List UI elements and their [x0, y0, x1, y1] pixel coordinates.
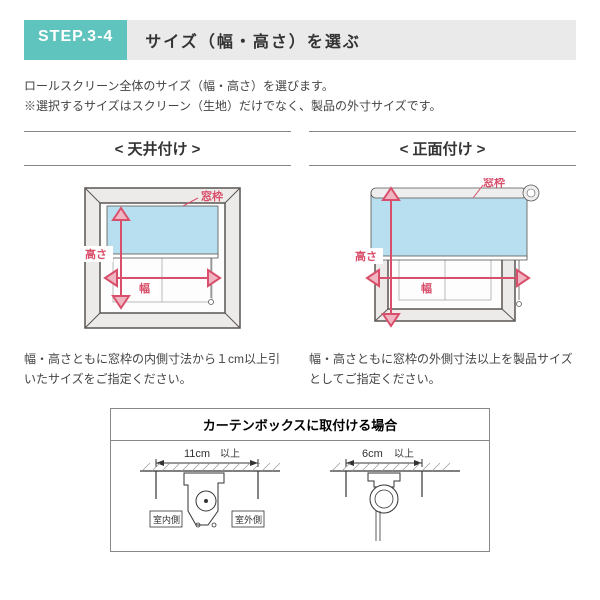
curtain-box-section: カーテンボックスに取付ける場合 11cm 以上 — [110, 408, 490, 552]
front-mount-column: < 正面付け > — [309, 131, 576, 390]
svg-text:窓枠: 窓枠 — [483, 178, 505, 189]
svg-text:高さ: 高さ — [85, 247, 107, 261]
step-title: サイズ（幅・高さ）を選ぶ — [127, 20, 576, 60]
svg-text:以上: 以上 — [220, 448, 240, 460]
svg-text:室内側: 室内側 — [153, 514, 180, 525]
svg-text:室外側: 室外側 — [235, 514, 262, 525]
svg-text:高さ: 高さ — [355, 249, 377, 263]
intro-text: ロールスクリーン全体のサイズ（幅・高さ）を選びます。 ※選択するサイズはスクリー… — [24, 76, 576, 117]
front-mount-figure: 窓枠 高さ 幅 — [309, 176, 576, 341]
svg-text:幅: 幅 — [139, 281, 150, 295]
ceiling-mount-column: < 天井付け > — [24, 131, 291, 390]
svg-text:以上: 以上 — [394, 448, 414, 460]
step-header: STEP.3-4 サイズ（幅・高さ）を選ぶ — [24, 20, 576, 60]
ceiling-mount-desc: 幅・高さともに窓枠の内側寸法から１cm以上引いたサイズをご指定ください。 — [24, 349, 291, 390]
svg-text:11cm: 11cm — [184, 448, 210, 460]
ceiling-mount-figure: 窓枠 高さ 幅 — [24, 176, 291, 341]
front-mount-title: < 正面付け > — [309, 131, 576, 166]
svg-text:幅: 幅 — [421, 281, 432, 295]
intro-line2: ※選択するサイズはスクリーン（生地）だけでなく、製品の外寸サイズです。 — [24, 96, 576, 116]
frame-label: 窓枠 — [201, 189, 223, 203]
columns: < 天井付け > — [24, 131, 576, 390]
step-badge: STEP.3-4 — [24, 20, 127, 60]
curtain-box-title: カーテンボックスに取付ける場合 — [111, 409, 489, 441]
intro-line1: ロールスクリーン全体のサイズ（幅・高さ）を選びます。 — [24, 76, 576, 96]
front-mount-desc: 幅・高さともに窓枠の外側寸法以上を製品サイズとしてご指定ください。 — [309, 349, 576, 390]
curtain-box-figure: 11cm 以上 — [111, 441, 489, 551]
svg-text:6cm: 6cm — [362, 448, 383, 460]
ceiling-mount-title: < 天井付け > — [24, 131, 291, 166]
